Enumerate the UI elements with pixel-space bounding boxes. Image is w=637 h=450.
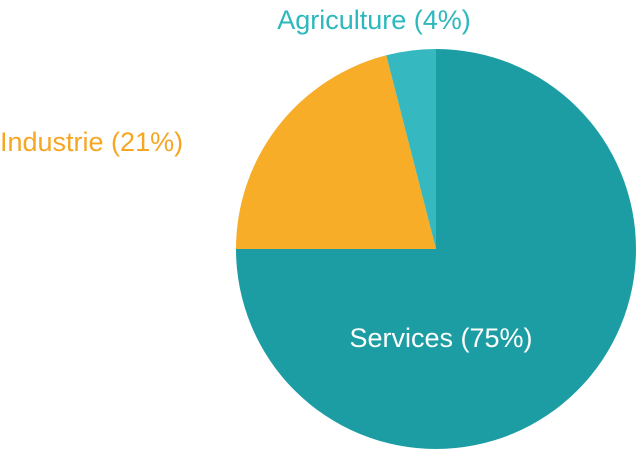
pie-labels: Services (75%) Industrie (21%) Agriculture… [0, 5, 533, 353]
pie-slice-2 [236, 55, 436, 249]
pie-slice-3 [386, 49, 436, 249]
pie-slices [236, 49, 636, 449]
pie-slice-label-1: Services (75%) [349, 323, 532, 353]
pie-slice-label-3: Agriculture (4%) [277, 5, 471, 35]
pie-slice-label-2: Industrie (21%) [0, 127, 183, 157]
